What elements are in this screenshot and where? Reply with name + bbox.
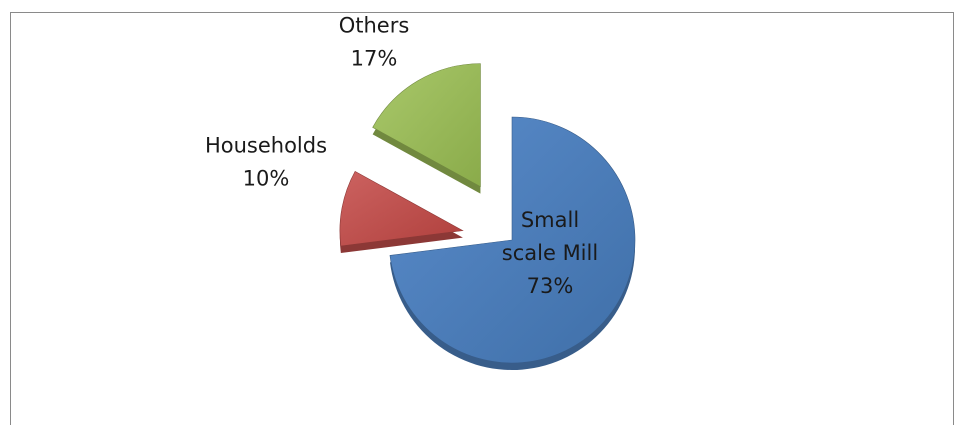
- pie-slice-households: [339, 170, 464, 247]
- data-label-others: Others 17%: [339, 14, 410, 71]
- pie-slice-small-scale-mill: [389, 116, 636, 364]
- data-label-households: Households 10%: [205, 134, 327, 191]
- data-label-small-scale-mill: Small scale Mill 73%: [502, 208, 598, 298]
- pie-slice-others: [372, 63, 481, 188]
